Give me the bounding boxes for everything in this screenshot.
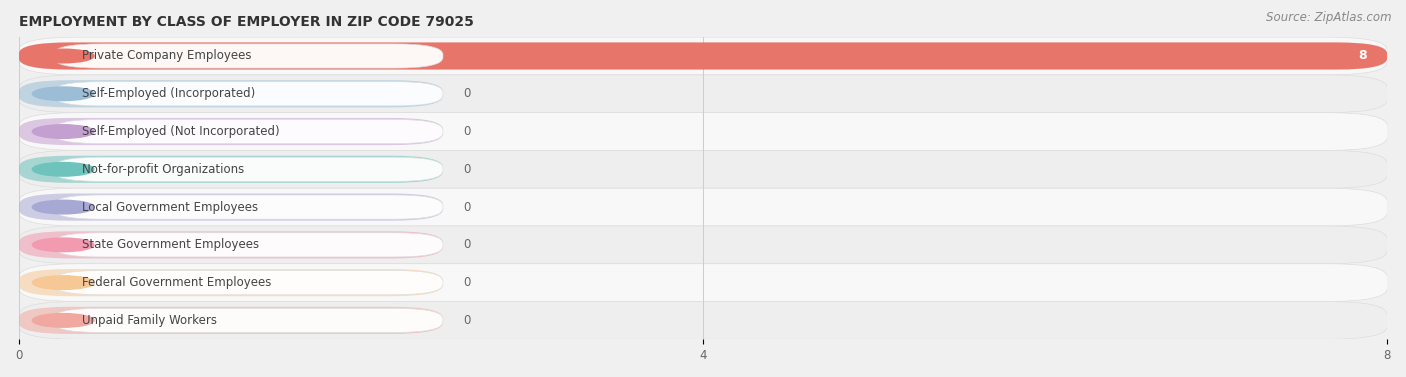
FancyBboxPatch shape	[18, 264, 1388, 302]
Text: Private Company Employees: Private Company Employees	[82, 49, 252, 63]
Text: 0: 0	[464, 238, 471, 251]
Text: State Government Employees: State Government Employees	[82, 238, 259, 251]
FancyBboxPatch shape	[18, 150, 1388, 188]
Text: 0: 0	[464, 87, 471, 100]
Text: 0: 0	[464, 163, 471, 176]
FancyBboxPatch shape	[18, 269, 443, 296]
FancyBboxPatch shape	[18, 113, 1388, 150]
FancyBboxPatch shape	[18, 37, 1388, 75]
Circle shape	[32, 125, 94, 138]
FancyBboxPatch shape	[18, 226, 1388, 264]
Text: Source: ZipAtlas.com: Source: ZipAtlas.com	[1267, 11, 1392, 24]
Circle shape	[32, 87, 94, 101]
FancyBboxPatch shape	[18, 42, 1388, 70]
Text: Not-for-profit Organizations: Not-for-profit Organizations	[82, 163, 245, 176]
FancyBboxPatch shape	[53, 271, 443, 295]
Circle shape	[32, 276, 94, 290]
Text: Unpaid Family Workers: Unpaid Family Workers	[82, 314, 217, 327]
FancyBboxPatch shape	[53, 120, 443, 144]
FancyBboxPatch shape	[53, 44, 443, 68]
Text: Federal Government Employees: Federal Government Employees	[82, 276, 271, 289]
FancyBboxPatch shape	[18, 302, 1388, 339]
Text: 0: 0	[464, 276, 471, 289]
FancyBboxPatch shape	[18, 156, 443, 183]
FancyBboxPatch shape	[53, 233, 443, 257]
FancyBboxPatch shape	[53, 82, 443, 106]
FancyBboxPatch shape	[53, 195, 443, 219]
FancyBboxPatch shape	[18, 118, 443, 145]
Circle shape	[32, 314, 94, 327]
Text: Local Government Employees: Local Government Employees	[82, 201, 259, 214]
Text: 0: 0	[464, 314, 471, 327]
FancyBboxPatch shape	[18, 188, 1388, 226]
FancyBboxPatch shape	[18, 193, 443, 221]
Text: Self-Employed (Incorporated): Self-Employed (Incorporated)	[82, 87, 256, 100]
Text: EMPLOYMENT BY CLASS OF EMPLOYER IN ZIP CODE 79025: EMPLOYMENT BY CLASS OF EMPLOYER IN ZIP C…	[18, 15, 474, 29]
Text: 8: 8	[1358, 49, 1367, 63]
FancyBboxPatch shape	[53, 157, 443, 181]
Circle shape	[32, 162, 94, 176]
FancyBboxPatch shape	[18, 75, 1388, 113]
Circle shape	[32, 238, 94, 252]
FancyBboxPatch shape	[18, 80, 443, 107]
Circle shape	[32, 49, 94, 63]
Text: 0: 0	[464, 125, 471, 138]
FancyBboxPatch shape	[53, 308, 443, 333]
Text: 0: 0	[464, 201, 471, 214]
FancyBboxPatch shape	[18, 231, 443, 259]
Text: Self-Employed (Not Incorporated): Self-Employed (Not Incorporated)	[82, 125, 280, 138]
Circle shape	[32, 200, 94, 214]
FancyBboxPatch shape	[18, 307, 443, 334]
